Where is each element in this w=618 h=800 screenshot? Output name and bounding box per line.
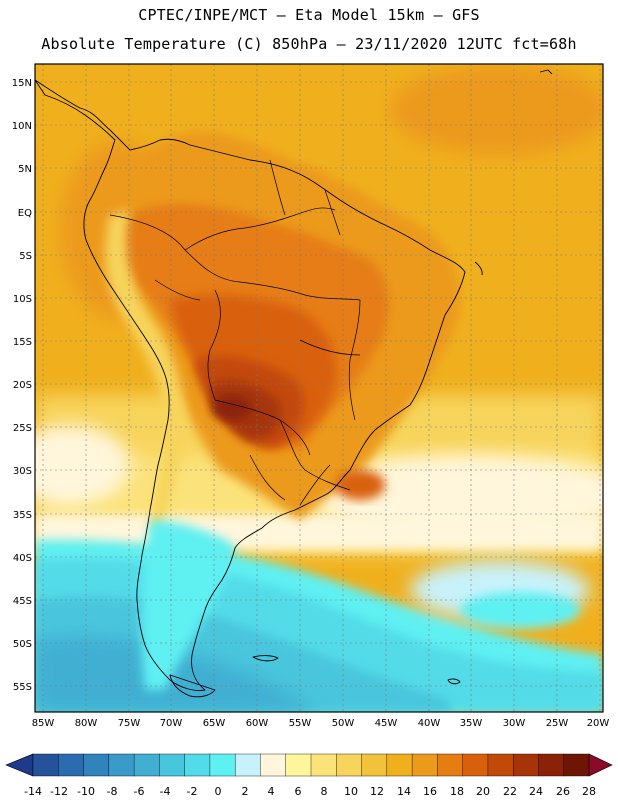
lat-label: EQ <box>18 208 32 219</box>
map-frame <box>34 63 604 713</box>
lat-label: 20S <box>13 380 32 391</box>
lon-label: 75W <box>118 718 141 729</box>
lon-label: 60W <box>246 718 269 729</box>
temperature-field <box>35 64 603 712</box>
colorbar-cell <box>512 753 539 777</box>
colorbar-cell <box>260 753 287 777</box>
lat-label: 50S <box>13 639 32 650</box>
temperature-map: 15N 10N 5N EQ 5S 10S 15S 20S 25S 30S 35S… <box>12 63 610 729</box>
lon-label: 45W <box>375 718 398 729</box>
colorbar-cell <box>538 753 565 777</box>
colorbar-underflow-triangle <box>5 753 34 777</box>
lon-label: 70W <box>160 718 183 729</box>
colorbar-cell <box>184 753 211 777</box>
colorbar-cell <box>108 753 135 777</box>
colorbar-label: 0 <box>215 785 222 798</box>
lon-label: 50W <box>332 718 355 729</box>
colorbar-cell <box>133 753 160 777</box>
colorbar-label: -10 <box>77 785 95 798</box>
colorbar-label: 24 <box>529 785 543 798</box>
lon-label: 30W <box>503 718 526 729</box>
latitude-axis: 15N 10N 5N EQ 5S 10S 15S 20S 25S 30S 35S… <box>12 78 32 693</box>
colorbar-label: 8 <box>321 785 328 798</box>
colorbar: -14 -12 -10 -8 -6 -4 -2 0 2 4 6 8 10 12 … <box>5 753 613 798</box>
colorbar-label: 22 <box>503 785 517 798</box>
lat-label: 15N <box>12 78 32 89</box>
lon-label: 35W <box>460 718 483 729</box>
map-title-line2: Absolute Temperature (C) 850hPa – 23/11/… <box>41 35 577 53</box>
lat-label: 45S <box>13 596 32 607</box>
colorbar-label: -12 <box>50 785 68 798</box>
lat-label: 35S <box>13 510 32 521</box>
lat-label: 5S <box>19 251 32 262</box>
lat-label: 15S <box>13 337 32 348</box>
colorbar-cell <box>234 753 261 777</box>
map-title-line1: CPTEC/INPE/MCT – Eta Model 15km – GFS <box>138 6 480 24</box>
colorbar-cell <box>32 753 59 777</box>
longitude-axis: 85W 80W 75W 70W 65W 60W 55W 50W 45W 40W … <box>32 718 610 729</box>
colorbar-label: 14 <box>397 785 411 798</box>
lat-label: 10N <box>12 121 32 132</box>
colorbar-cell <box>159 753 186 777</box>
lon-label: 55W <box>289 718 312 729</box>
colorbar-cells <box>5 753 613 777</box>
colorbar-cell <box>58 753 85 777</box>
country-borders <box>109 159 361 506</box>
colorbar-label: -6 <box>134 785 145 798</box>
colorbar-cell <box>310 753 337 777</box>
lat-label: 5N <box>18 164 32 175</box>
colorbar-labels: -14 -12 -10 -8 -6 -4 -2 0 2 4 6 8 10 12 … <box>24 785 596 798</box>
colorbar-cell <box>285 753 312 777</box>
colorbar-label: -2 <box>187 785 198 798</box>
graticule <box>35 64 603 712</box>
colorbar-label: 16 <box>423 785 437 798</box>
colorbar-label: 12 <box>370 785 384 798</box>
colorbar-label: 18 <box>450 785 464 798</box>
lat-label: 25S <box>13 423 32 434</box>
colorbar-cell <box>386 753 413 777</box>
colorbar-label: 10 <box>344 785 358 798</box>
colorbar-cell <box>487 753 514 777</box>
colorbar-label: -14 <box>24 785 42 798</box>
lon-label: 80W <box>75 718 98 729</box>
colorbar-cell <box>361 753 388 777</box>
lat-label: 40S <box>13 553 32 564</box>
colorbar-cell <box>336 753 363 777</box>
lon-label: 40W <box>418 718 441 729</box>
colorbar-label: -4 <box>160 785 171 798</box>
colorbar-cell <box>563 753 590 777</box>
lon-label: 20W <box>587 718 610 729</box>
colorbar-cell <box>83 753 110 777</box>
coastlines <box>35 69 553 698</box>
colorbar-label: 2 <box>242 785 249 798</box>
colorbar-label: 6 <box>295 785 302 798</box>
lon-label: 25W <box>546 718 569 729</box>
lat-label: 55S <box>13 682 32 693</box>
colorbar-label: 20 <box>476 785 490 798</box>
colorbar-cell <box>411 753 438 777</box>
colorbar-label: -8 <box>107 785 118 798</box>
lat-label: 10S <box>13 294 32 305</box>
colorbar-label: 26 <box>556 785 570 798</box>
colorbar-label: 28 <box>582 785 596 798</box>
colorbar-cell <box>462 753 489 777</box>
colorbar-overflow-triangle <box>588 753 613 777</box>
colorbar-label: 4 <box>268 785 275 798</box>
lon-label: 85W <box>32 718 55 729</box>
colorbar-cell <box>209 753 236 777</box>
lat-label: 30S <box>13 466 32 477</box>
colorbar-cell <box>437 753 464 777</box>
lon-label: 65W <box>203 718 226 729</box>
